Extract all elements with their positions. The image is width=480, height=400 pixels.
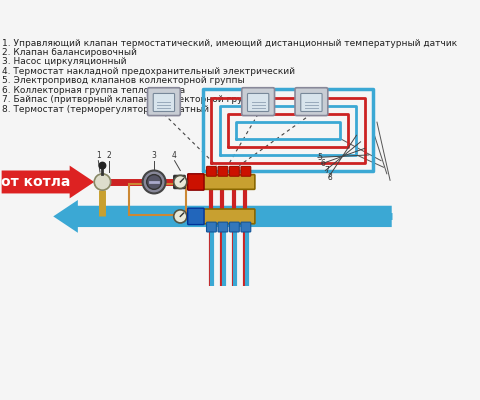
Text: к котлу: к котлу <box>191 209 252 223</box>
Text: 2. Клапан балансировочный: 2. Клапан балансировочный <box>2 48 137 57</box>
Text: 4: 4 <box>172 151 177 160</box>
FancyBboxPatch shape <box>206 222 216 232</box>
Text: 8: 8 <box>328 172 333 182</box>
Text: 6. Коллекторная группа теплого пола: 6. Коллекторная группа теплого пола <box>2 86 186 95</box>
Circle shape <box>147 174 161 189</box>
FancyBboxPatch shape <box>153 94 175 112</box>
FancyBboxPatch shape <box>203 209 255 224</box>
Text: 8. Термостат (терморегулятор) комнатный: 8. Термостат (терморегулятор) комнатный <box>2 104 209 114</box>
Text: 6: 6 <box>321 160 325 168</box>
Circle shape <box>174 210 187 223</box>
Text: 5. Электропривод клапанов коллекторной группы: 5. Электропривод клапанов коллекторной г… <box>2 76 245 85</box>
FancyBboxPatch shape <box>248 94 269 112</box>
Polygon shape <box>53 200 392 233</box>
FancyBboxPatch shape <box>242 88 275 116</box>
Text: 4. Термостат накладной предохранительный электрический: 4. Термостат накладной предохранительный… <box>2 67 296 76</box>
FancyBboxPatch shape <box>188 174 204 190</box>
Text: 1. Управляющий клапан термостатический, имеющий дистанционный температурный датч: 1. Управляющий клапан термостатический, … <box>2 38 457 48</box>
Polygon shape <box>1 166 94 198</box>
Circle shape <box>174 176 187 188</box>
FancyBboxPatch shape <box>147 88 180 116</box>
FancyBboxPatch shape <box>203 174 255 189</box>
Circle shape <box>143 170 166 194</box>
Circle shape <box>94 174 110 190</box>
FancyBboxPatch shape <box>295 88 328 116</box>
FancyBboxPatch shape <box>188 208 204 224</box>
Text: 7: 7 <box>324 166 329 175</box>
FancyBboxPatch shape <box>241 166 251 176</box>
FancyBboxPatch shape <box>301 94 322 112</box>
Text: 7. Байпас (притворный клапан) коллекторной группы: 7. Байпас (притворный клапан) коллекторн… <box>2 95 262 104</box>
FancyBboxPatch shape <box>229 166 240 176</box>
Text: 5: 5 <box>317 153 322 162</box>
FancyBboxPatch shape <box>241 222 251 232</box>
FancyBboxPatch shape <box>229 222 240 232</box>
Text: 2: 2 <box>107 151 111 160</box>
FancyBboxPatch shape <box>218 222 228 232</box>
FancyBboxPatch shape <box>206 166 216 176</box>
FancyBboxPatch shape <box>174 176 185 188</box>
Bar <box>129 184 186 215</box>
Circle shape <box>99 162 106 169</box>
Text: от котла: от котла <box>1 175 71 189</box>
Text: 1: 1 <box>96 151 101 160</box>
FancyBboxPatch shape <box>218 166 228 176</box>
Text: 3: 3 <box>152 151 156 160</box>
Text: 3. Насос циркуляционный: 3. Насос циркуляционный <box>2 58 127 66</box>
